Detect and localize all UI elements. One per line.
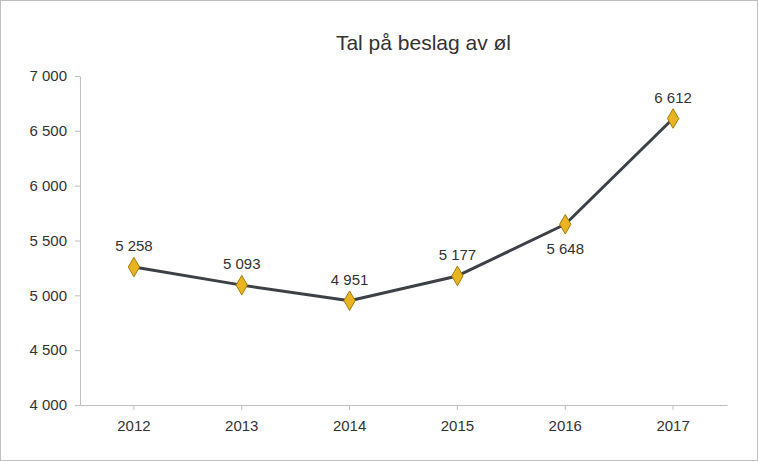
- y-tick: 6 000: [29, 177, 80, 194]
- y-tick: 7 000: [29, 67, 80, 84]
- marker: [452, 266, 463, 286]
- frame: [1, 1, 758, 461]
- y-tick-label: 4 500: [29, 341, 67, 358]
- y-tick-label: 5 000: [29, 287, 67, 304]
- marker: [344, 291, 355, 311]
- y-tick: 5 500: [29, 232, 80, 249]
- plot-area: [128, 109, 678, 311]
- y-tick-label: 6 500: [29, 122, 67, 139]
- x-tick-label: 2017: [656, 417, 689, 434]
- x-tick: 2015: [441, 405, 474, 434]
- marker: [236, 275, 247, 295]
- y-tick-mark: [75, 295, 80, 296]
- y-tick-mark: [75, 131, 80, 132]
- line: [134, 119, 673, 301]
- x-tick-label: 2016: [549, 417, 582, 434]
- y-tick-mark: [75, 186, 80, 187]
- data-label: 4 951: [331, 271, 369, 288]
- x-tick-mark: [457, 405, 458, 410]
- x-tick-label: 2012: [117, 417, 150, 434]
- x-tick-mark: [565, 405, 566, 410]
- y-tick: 4 000: [29, 396, 80, 413]
- y-tick: 6 500: [29, 122, 80, 139]
- x-tick-mark: [241, 405, 242, 410]
- x-tick: 2016: [549, 405, 582, 434]
- title: Tal på beslag av øl: [336, 31, 511, 54]
- x-axis-line: [81, 405, 728, 406]
- x-tick-mark: [133, 405, 134, 410]
- y-tick-label: 4 000: [29, 396, 67, 413]
- y-tick: 5 000: [29, 287, 80, 304]
- y-tick-mark: [75, 350, 80, 351]
- y-tick-label: 6 000: [29, 177, 67, 194]
- x-tick-mark: [673, 405, 674, 410]
- x-tick-label: 2013: [225, 417, 258, 434]
- marker: [560, 215, 571, 235]
- x-tick: 2014: [333, 405, 366, 434]
- y-axis: 4 000 4 500 5 000 5 500 6 000 6 500 7 000: [29, 67, 80, 413]
- y-tick-label: 5 500: [29, 232, 67, 249]
- x-axis: 2012 2013 2014 2015 2016 2017: [81, 405, 728, 434]
- y-axis-line: [80, 77, 81, 406]
- data-label: 5 648: [546, 240, 584, 257]
- data-label: 5 093: [223, 255, 261, 272]
- chart: Tal på beslag av øl 4 000 4 500 5 000 5 500 6…: [0, 0, 758, 461]
- marker: [128, 257, 139, 277]
- y-tick-mark: [75, 241, 80, 242]
- y-tick: 4 500: [29, 341, 80, 358]
- data-label: 6 612: [654, 89, 692, 106]
- data-label: 5 177: [439, 246, 477, 263]
- x-tick: 2012: [117, 405, 150, 434]
- x-tick-mark: [349, 405, 350, 410]
- marker: [667, 109, 678, 129]
- y-tick-mark: [75, 76, 80, 77]
- y-tick-label: 7 000: [29, 67, 67, 84]
- x-tick: 2017: [656, 405, 689, 434]
- x-tick: 2013: [225, 405, 258, 434]
- data-label: 5 258: [115, 237, 153, 254]
- x-tick-label: 2014: [333, 417, 366, 434]
- y-tick-mark: [75, 405, 80, 406]
- x-tick-label: 2015: [441, 417, 474, 434]
